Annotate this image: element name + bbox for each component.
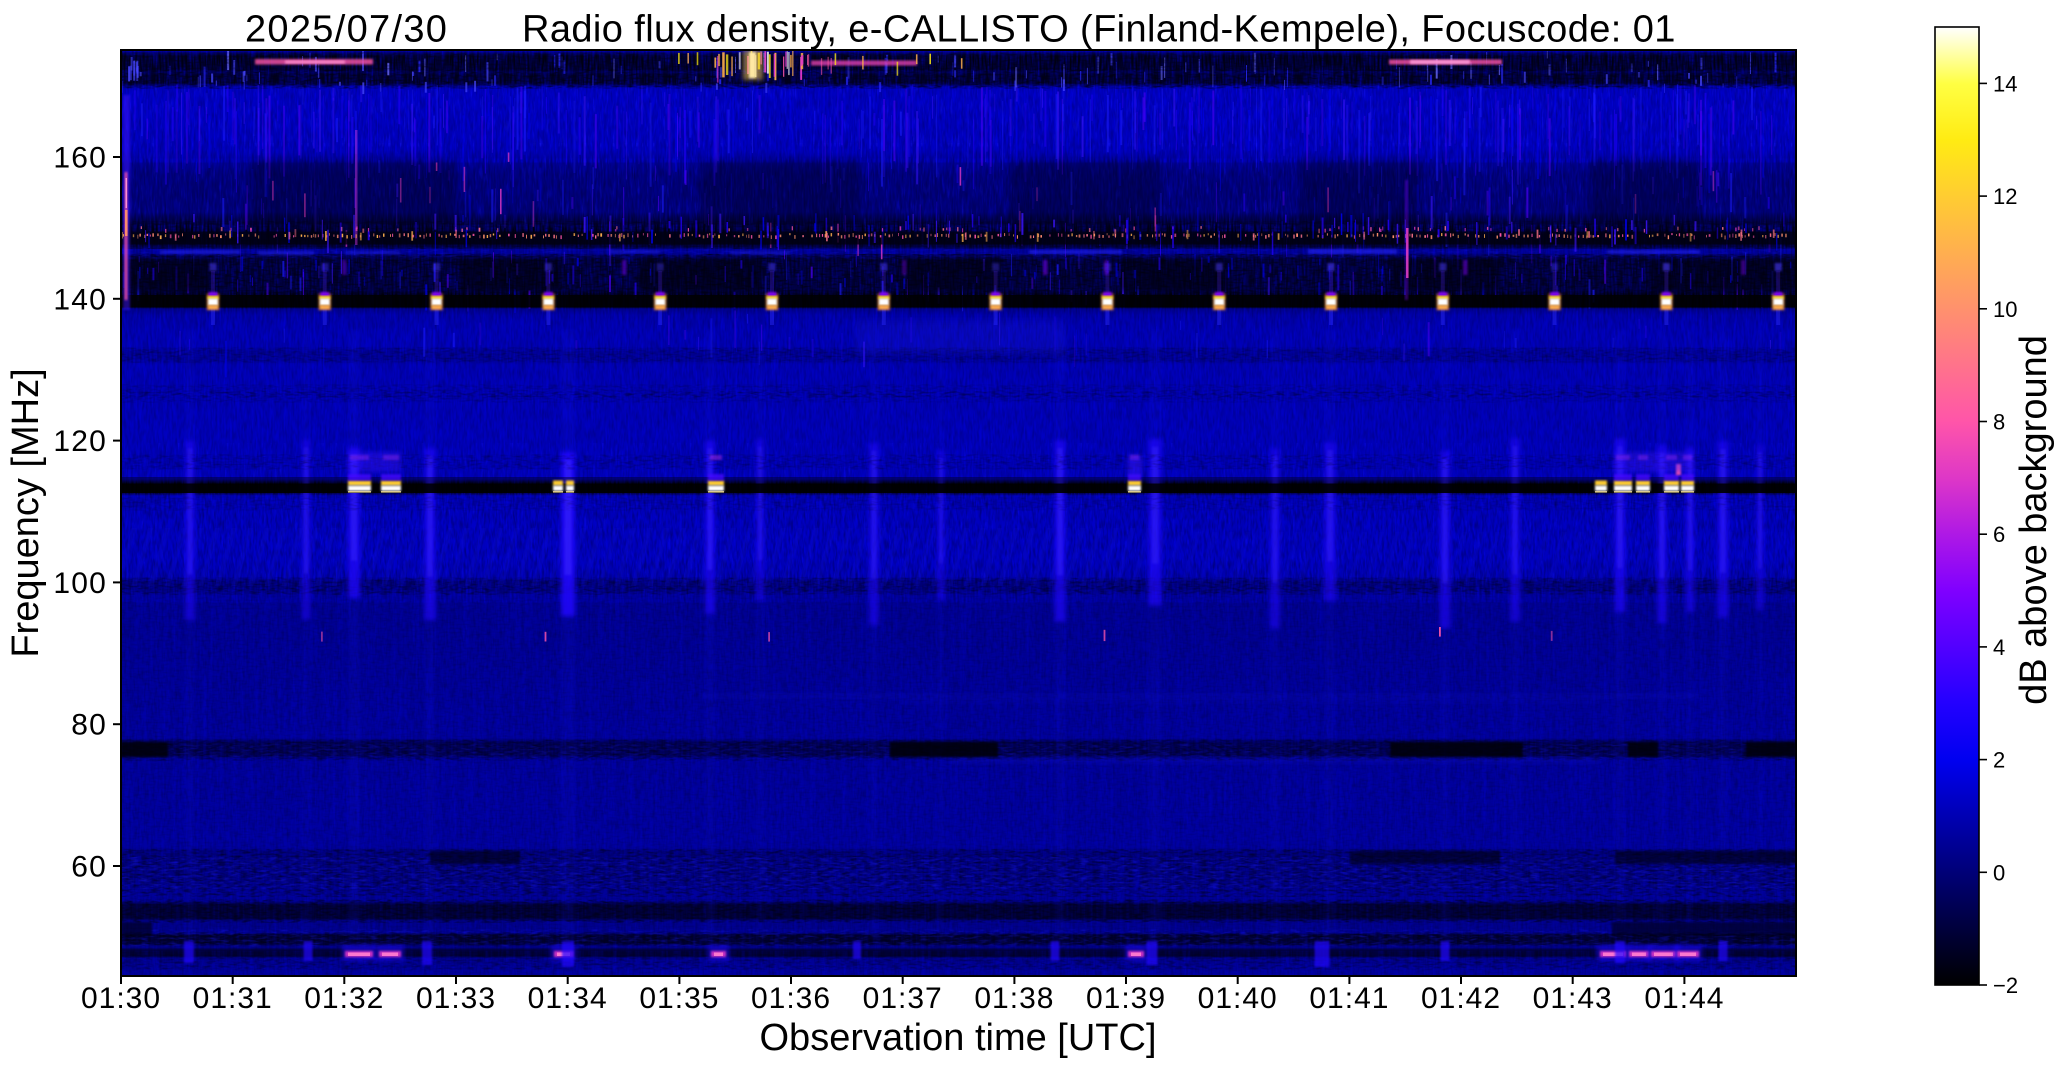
svg-text:10: 10 xyxy=(1993,297,2017,322)
svg-text:−2: −2 xyxy=(1993,973,2018,998)
svg-text:Frequency [MHz]: Frequency [MHz] xyxy=(5,368,47,657)
svg-text:01:41: 01:41 xyxy=(1309,982,1389,1015)
svg-text:01:30: 01:30 xyxy=(81,982,161,1015)
svg-text:01:31: 01:31 xyxy=(193,982,273,1015)
svg-text:01:38: 01:38 xyxy=(974,982,1054,1015)
svg-text:01:35: 01:35 xyxy=(639,982,719,1015)
svg-text:01:44: 01:44 xyxy=(1644,982,1724,1015)
svg-text:2: 2 xyxy=(1993,748,2005,773)
svg-text:2025/07/30: 2025/07/30 xyxy=(245,9,448,51)
svg-text:01:42: 01:42 xyxy=(1421,982,1501,1015)
svg-text:dB above background: dB above background xyxy=(2013,335,2055,705)
svg-text:140: 140 xyxy=(53,283,107,316)
svg-text:6: 6 xyxy=(1993,522,2005,547)
svg-text:01:36: 01:36 xyxy=(751,982,831,1015)
svg-text:60: 60 xyxy=(71,851,107,884)
svg-text:01:43: 01:43 xyxy=(1533,982,1613,1015)
svg-text:8: 8 xyxy=(1993,410,2005,435)
svg-text:14: 14 xyxy=(1993,71,2017,96)
svg-text:01:40: 01:40 xyxy=(1198,982,1278,1015)
svg-text:4: 4 xyxy=(1993,635,2005,660)
svg-text:160: 160 xyxy=(53,142,107,175)
svg-text:100: 100 xyxy=(53,567,107,600)
svg-text:0: 0 xyxy=(1993,860,2005,885)
svg-text:01:37: 01:37 xyxy=(863,982,943,1015)
svg-text:Radio flux density, e-CALLISTO: Radio flux density, e-CALLISTO (Finland-… xyxy=(522,9,1676,51)
svg-text:80: 80 xyxy=(71,709,107,742)
svg-text:01:34: 01:34 xyxy=(528,982,608,1015)
svg-text:Observation time [UTC]: Observation time [UTC] xyxy=(760,1017,1157,1059)
svg-text:120: 120 xyxy=(53,425,107,458)
svg-text:01:39: 01:39 xyxy=(1086,982,1166,1015)
svg-text:01:33: 01:33 xyxy=(416,982,496,1015)
svg-text:12: 12 xyxy=(1993,184,2017,209)
svg-text:01:32: 01:32 xyxy=(304,982,384,1015)
